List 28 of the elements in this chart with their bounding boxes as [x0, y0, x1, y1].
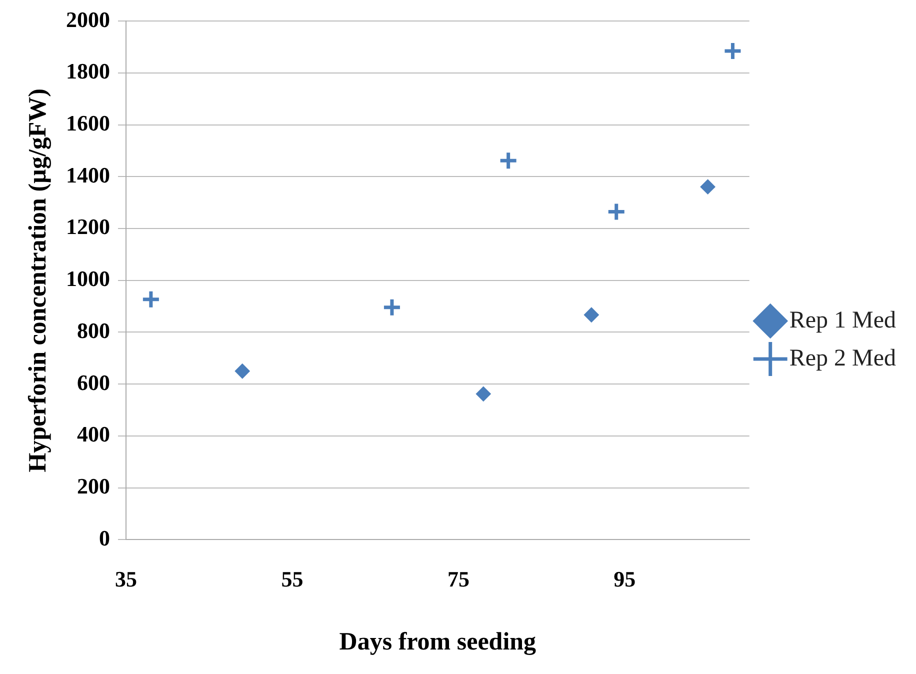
- y-tick-label: 1200: [66, 214, 110, 240]
- y-tick-label: 2000: [66, 6, 110, 32]
- legend-label: Rep 2 Med: [789, 345, 896, 372]
- y-axis-title: Hyperforin concentration (µg/gFW): [24, 88, 52, 472]
- point: [234, 364, 250, 379]
- point: [141, 290, 161, 310]
- point: [584, 307, 599, 322]
- x-tick-label: 75: [447, 566, 470, 592]
- y-tick-label: 400: [77, 422, 110, 447]
- legend-label: Rep 1 Med: [789, 307, 896, 334]
- y-tick-label: 1800: [66, 58, 110, 84]
- x-axis-title: Days from seeding: [339, 628, 537, 656]
- point: [382, 298, 402, 318]
- y-tick-label: 0: [99, 525, 110, 550]
- point: [700, 179, 716, 194]
- x-tick-label: 95: [614, 566, 636, 592]
- x-tick-label: 35: [115, 566, 137, 592]
- y-tick-label: 800: [77, 318, 110, 343]
- point: [606, 202, 626, 222]
- point: [722, 41, 742, 61]
- y-tick-label: 200: [77, 473, 110, 498]
- y-tick-label: 1400: [66, 162, 110, 188]
- point: [476, 386, 491, 402]
- y-tick-label: 1000: [66, 266, 110, 292]
- y-tick-label: 1600: [66, 110, 110, 136]
- y-tick-label: 600: [77, 370, 110, 395]
- x-tick-label: 55: [281, 566, 304, 592]
- point: [498, 150, 518, 170]
